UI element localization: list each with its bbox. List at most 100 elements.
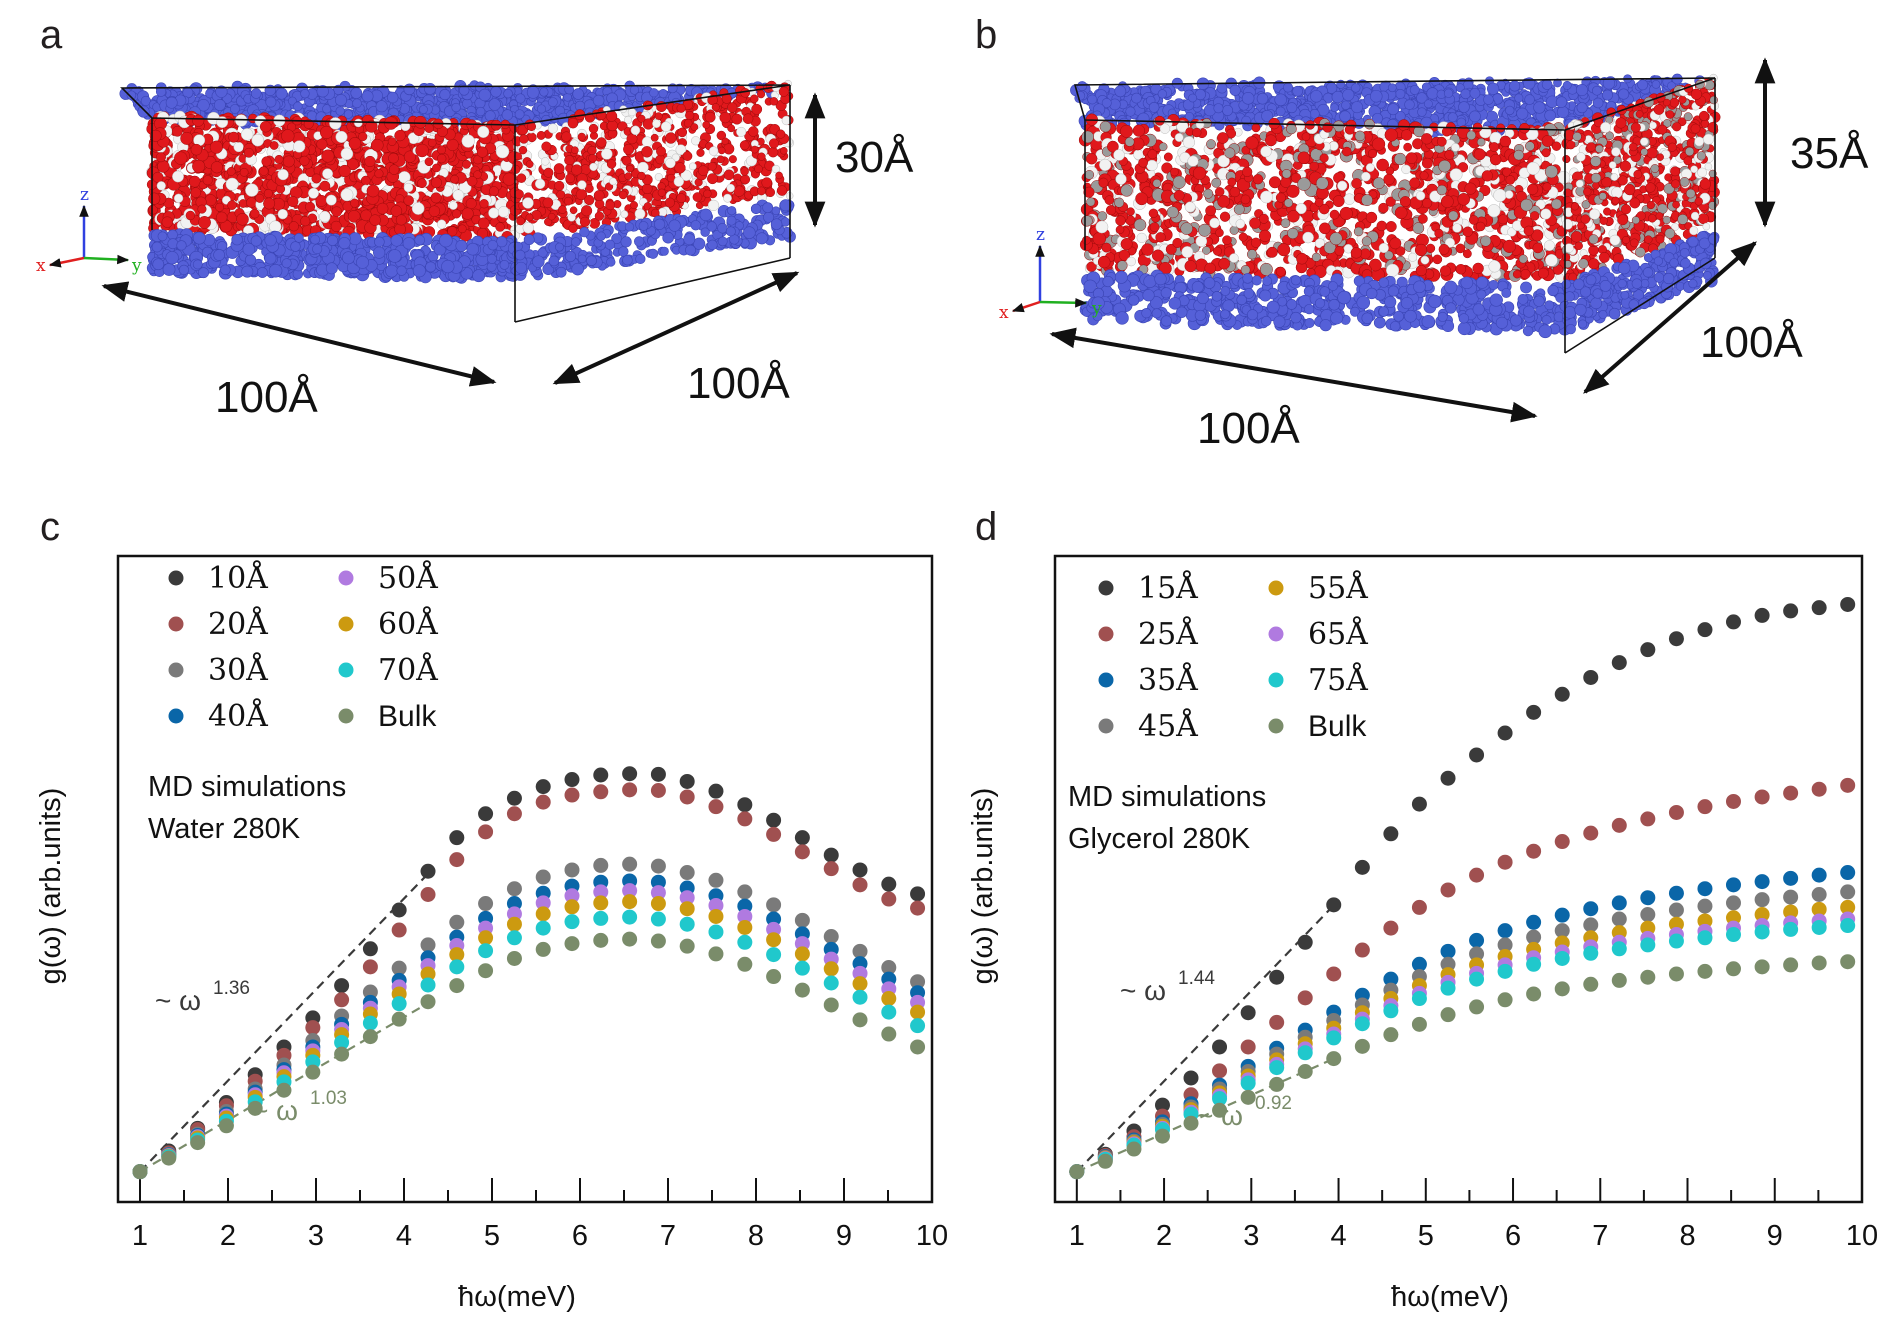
substrate-atom bbox=[1331, 90, 1344, 104]
substrate-atom bbox=[192, 259, 203, 270]
liquid-atom bbox=[541, 157, 550, 166]
liquid-atom bbox=[516, 173, 527, 183]
liquid-atom bbox=[348, 137, 362, 150]
substrate-atom bbox=[523, 234, 535, 246]
substrate-atom bbox=[244, 254, 257, 266]
substrate-atom bbox=[257, 267, 268, 278]
substrate-atom bbox=[1651, 80, 1661, 89]
liquid-atom bbox=[626, 164, 634, 173]
substrate-atom bbox=[374, 236, 385, 248]
substrate-atom bbox=[1395, 89, 1406, 99]
substrate-atom bbox=[403, 83, 416, 96]
substrate-atom bbox=[690, 220, 701, 231]
liquid-atom bbox=[726, 183, 735, 193]
liquid-atom bbox=[497, 206, 510, 218]
substrate-atom bbox=[1486, 82, 1500, 95]
liquid-atom bbox=[624, 172, 633, 181]
substrate-atom bbox=[268, 264, 283, 278]
liquid-atom bbox=[618, 190, 628, 200]
substrate-atom bbox=[478, 88, 492, 102]
liquid-atom bbox=[321, 149, 335, 163]
liquid-atom bbox=[626, 133, 638, 145]
liquid-atom bbox=[239, 167, 249, 177]
liquid-atom bbox=[707, 199, 720, 212]
substrate-atom bbox=[327, 234, 339, 246]
liquid-atom bbox=[173, 193, 184, 203]
liquid-atom bbox=[240, 128, 254, 141]
liquid-atom bbox=[315, 194, 328, 207]
liquid-atom bbox=[299, 155, 310, 166]
liquid-atom bbox=[579, 216, 591, 227]
liquid-atom bbox=[300, 216, 311, 227]
substrate-atom bbox=[762, 202, 774, 214]
liquid-atom bbox=[525, 213, 534, 222]
substrate-atom bbox=[1222, 104, 1234, 116]
liquid-atom bbox=[148, 192, 161, 205]
substrate-atom bbox=[606, 257, 616, 267]
liquid-atom bbox=[269, 141, 279, 150]
substrate-atom bbox=[325, 262, 338, 275]
liquid-atom bbox=[637, 171, 646, 181]
substrate-atom bbox=[140, 95, 151, 107]
liquid-atom bbox=[477, 125, 490, 138]
liquid-atom bbox=[593, 190, 605, 201]
liquid-atom bbox=[403, 182, 414, 193]
substrate-atom bbox=[1483, 94, 1494, 105]
liquid-atom bbox=[696, 148, 705, 157]
liquid-atom bbox=[1136, 232, 1147, 244]
liquid-atom bbox=[567, 117, 579, 129]
substrate-atom bbox=[771, 206, 781, 216]
substrate-atom bbox=[1131, 92, 1142, 104]
axis-y-label: y bbox=[131, 256, 142, 276]
substrate-atom bbox=[499, 260, 510, 270]
liquid-atom bbox=[288, 221, 299, 232]
liquid-atom bbox=[478, 217, 490, 230]
liquid-atom bbox=[634, 208, 646, 220]
liquid-atom bbox=[417, 178, 427, 189]
liquid-atom bbox=[335, 130, 348, 143]
liquid-atom bbox=[415, 143, 429, 158]
liquid-atom bbox=[605, 110, 618, 122]
liquid-atom bbox=[731, 113, 743, 125]
substrate-atom bbox=[1387, 103, 1400, 116]
liquid-atom bbox=[403, 195, 414, 206]
liquid-atom bbox=[518, 146, 528, 155]
liquid-atom bbox=[395, 214, 407, 226]
liquid-atom bbox=[637, 161, 649, 174]
liquid-atom bbox=[204, 194, 217, 207]
liquid-atom bbox=[563, 196, 573, 206]
substrate-atom bbox=[1077, 81, 1088, 92]
liquid-atom bbox=[776, 185, 788, 196]
liquid-atom bbox=[325, 194, 337, 206]
substrate-atom bbox=[1409, 84, 1420, 95]
liquid-atom bbox=[691, 136, 701, 146]
liquid-atom bbox=[606, 120, 618, 132]
liquid-atom bbox=[571, 146, 579, 155]
liquid-atom bbox=[754, 164, 763, 174]
axis-x-label: x bbox=[36, 256, 46, 276]
substrate-atom bbox=[622, 254, 633, 266]
substrate-atom bbox=[1602, 89, 1613, 101]
liquid-atom bbox=[556, 190, 566, 200]
substrate-atom bbox=[352, 98, 362, 109]
liquid-atom bbox=[703, 189, 712, 199]
substrate-atom bbox=[707, 239, 718, 251]
liquid-atom bbox=[522, 222, 534, 234]
substrate-atom bbox=[750, 203, 762, 215]
substrate-atom bbox=[1310, 90, 1323, 103]
liquid-atom bbox=[577, 180, 587, 190]
liquid-atom bbox=[246, 197, 257, 208]
liquid-atom bbox=[188, 175, 201, 188]
liquid-atom bbox=[238, 199, 248, 208]
liquid-atom bbox=[727, 102, 738, 113]
liquid-atom bbox=[411, 202, 425, 215]
substrate-atom bbox=[699, 208, 713, 222]
substrate-atom bbox=[455, 239, 468, 252]
liquid-atom bbox=[255, 193, 265, 203]
liquid-atom bbox=[655, 154, 666, 165]
substrate-atom bbox=[275, 87, 288, 100]
liquid-atom bbox=[692, 192, 703, 202]
substrate-atom bbox=[649, 88, 659, 98]
substrate-atom bbox=[515, 93, 526, 104]
